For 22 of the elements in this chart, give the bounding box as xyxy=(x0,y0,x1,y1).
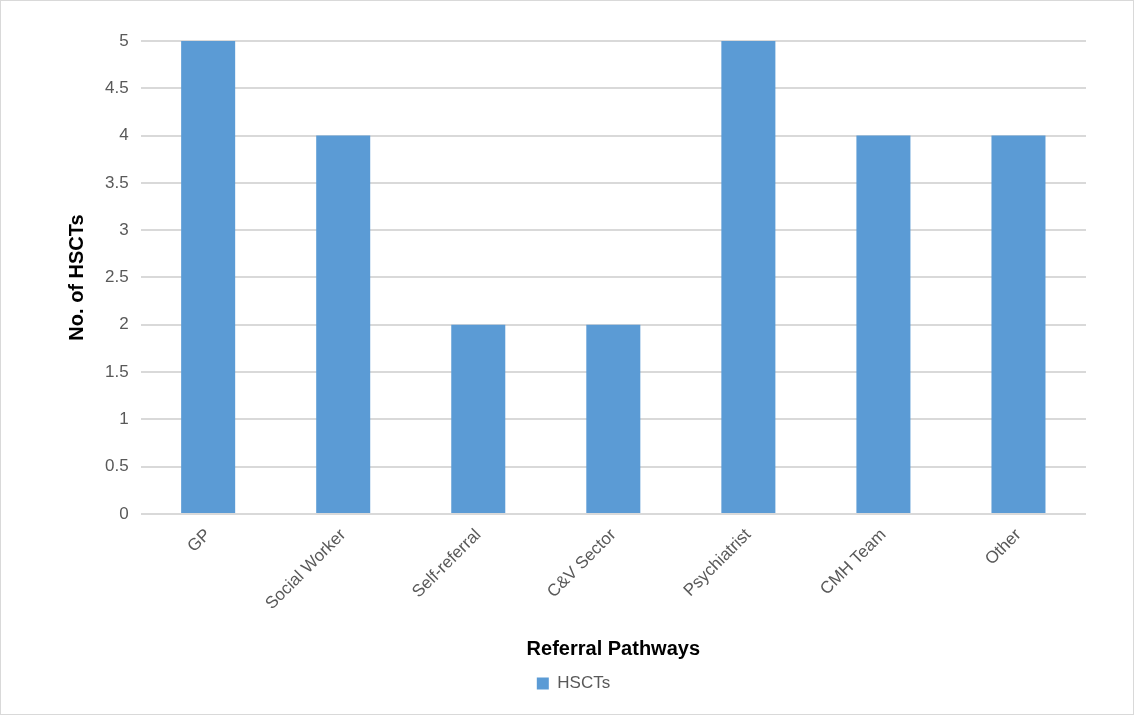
y-tick-label: 4 xyxy=(119,125,129,145)
bar xyxy=(721,41,776,513)
x-tick-label: GP xyxy=(183,524,215,556)
y-tick-label: 0.5 xyxy=(104,456,129,476)
x-axis-title: Referral Pathways xyxy=(526,636,701,659)
bar xyxy=(181,41,236,513)
y-tick-label: 3 xyxy=(119,219,129,239)
y-axis-title: No. of HSCTs xyxy=(64,214,87,341)
bar xyxy=(451,324,506,513)
bar xyxy=(316,135,371,513)
y-tick-label: 1 xyxy=(119,409,129,429)
bar xyxy=(991,135,1046,513)
bar xyxy=(856,135,911,513)
bar xyxy=(586,324,641,513)
y-tick-label: 0 xyxy=(119,503,129,523)
y-tick-label: 2 xyxy=(119,314,129,334)
y-tick-label: 5 xyxy=(119,30,129,50)
y-tick-label: 3.5 xyxy=(104,172,129,192)
y-tick-label: 1.5 xyxy=(104,361,129,381)
y-tick-label: 2.5 xyxy=(104,267,129,287)
y-tick-label: 4.5 xyxy=(104,77,129,97)
legend-label: HSCTs xyxy=(557,673,611,693)
